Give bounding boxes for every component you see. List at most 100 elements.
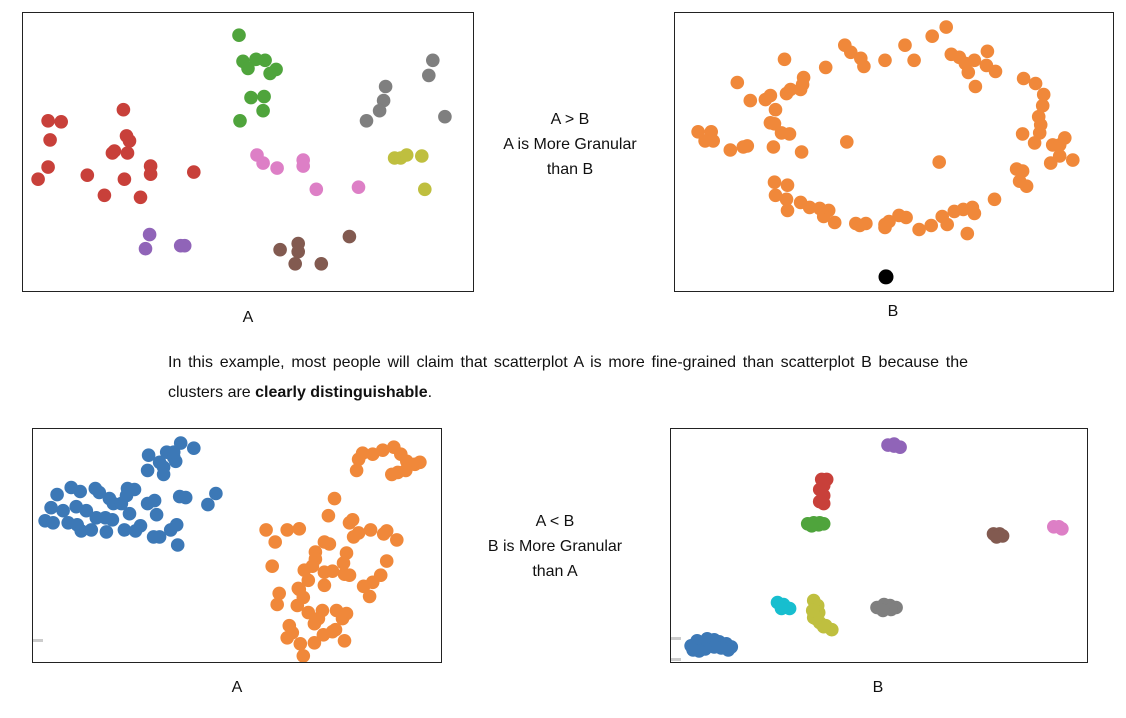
top-b-point-s0-13 (783, 82, 798, 97)
top-b-point-s0-86 (779, 192, 794, 207)
bottom-a-point-s1-68 (307, 636, 322, 650)
top-a-point-s1-5 (263, 66, 277, 81)
top-a-point-s3-1 (256, 156, 270, 170)
top-a-point-s0-1 (54, 115, 68, 129)
bottom-a-point-s0-2 (73, 484, 87, 499)
explanation-after: . (427, 384, 433, 401)
bottom-a-point-s1-53 (301, 605, 316, 620)
scatterplot-bottom-b (670, 428, 1088, 663)
top-a-point-s6-2 (291, 244, 306, 259)
bottom-a-point-s0-47 (156, 467, 171, 482)
bottom-a-point-s1-16 (342, 516, 357, 530)
top-a-point-s0-7 (122, 134, 137, 148)
top-b-point-s0-50 (1032, 126, 1047, 140)
top-b-point-s0-62 (987, 192, 1002, 207)
bottom-a-point-s1-41 (342, 568, 357, 582)
bottom-a-point-s1-45 (362, 589, 377, 604)
top-a-point-s0-15 (187, 165, 201, 179)
scatterplot-top-a (22, 12, 474, 292)
explanation-text: In this example, most people will claim … (168, 348, 968, 408)
bottom-a-point-s0-21 (147, 493, 162, 508)
top-a-point-s0-12 (117, 172, 132, 186)
bottom-a-point-s1-28 (268, 535, 282, 549)
top-b-point-s0-92 (932, 155, 946, 169)
edge-tick (671, 637, 681, 640)
top-b-point-s0-40 (980, 44, 995, 59)
scatter-svg-bottom-a (38, 436, 427, 662)
scatter-svg-bottom-b (684, 437, 1069, 658)
bottom-a-point-s1-37 (317, 578, 332, 593)
top-a-point-s2-6 (438, 109, 452, 124)
top-b-point-s0-79 (878, 220, 892, 235)
bottom-a-point-s1-34 (301, 573, 316, 588)
top-b-point-s0-8 (730, 75, 745, 90)
bottom-a-point-s0-37 (141, 448, 156, 462)
bottom-a-point-s0-11 (44, 500, 58, 515)
bottom-a-point-s0-0 (50, 487, 64, 502)
bottom-a-point-s1-49 (270, 597, 284, 612)
top-b-point-s0-3 (706, 134, 720, 148)
bottom-a-point-s1-19 (390, 533, 404, 547)
bottom-a-point-s0-9 (102, 491, 117, 506)
bottom-a-point-s1-59 (335, 611, 350, 626)
top-b-point-s0-51 (1027, 136, 1042, 150)
top-a-point-s2-2 (378, 79, 393, 94)
bottom-a-point-s0-31 (46, 516, 60, 530)
top-b-point-s0-83 (812, 201, 827, 216)
bottom-b-point-s3-3 (887, 437, 901, 451)
bottom-a-point-s1-13 (327, 491, 342, 506)
bottom-a-point-s1-69 (325, 624, 340, 639)
comparison-top-line-3: than B (546, 161, 594, 178)
top-b-point-s0-49 (1015, 127, 1030, 141)
scatterplot-top-b (674, 12, 1114, 292)
top-b-point-s1-0 (878, 269, 894, 285)
bottom-a-point-s1-22 (346, 530, 361, 544)
top-b-point-s0-28 (857, 59, 871, 74)
top-b-point-s0-41 (968, 79, 983, 94)
top-b-point-s0-71 (912, 222, 926, 237)
top-b-point-s0-32 (925, 29, 939, 43)
top-b-point-s0-20 (777, 52, 792, 67)
bottom-a-point-s0-24 (163, 523, 178, 537)
bottom-a-point-s0-17 (105, 513, 120, 527)
bottom-a-point-s1-27 (259, 523, 273, 537)
bottom-b-point-s8-5 (876, 603, 890, 618)
label-bottom-a: A (231, 679, 243, 696)
bottom-a-point-s1-44 (356, 579, 371, 594)
top-a-point-s4-3 (415, 149, 429, 163)
bottom-a-point-s0-50 (201, 497, 215, 512)
bottom-a-point-s1-24 (317, 535, 332, 549)
bottom-a-point-s0-29 (152, 530, 167, 544)
top-b-point-s0-56 (1066, 153, 1080, 167)
top-a-point-s0-4 (31, 172, 45, 186)
top-b-point-s0-26 (844, 45, 858, 60)
label-bottom-b: B (872, 679, 884, 696)
top-b-point-s0-70 (924, 218, 938, 233)
bottom-a-point-s1-48 (272, 586, 286, 601)
comparison-bottom-line-1: A < B (535, 513, 575, 530)
top-b-point-s0-57 (1043, 156, 1058, 170)
top-b-point-s0-89 (768, 188, 783, 203)
edge-tick (671, 658, 681, 661)
bottom-a-point-s1-65 (293, 637, 308, 651)
bottom-b-point-s2-5 (804, 519, 819, 533)
comparison-bottom: A < B B is More Granular than A (455, 509, 655, 584)
bottom-a-point-s0-43 (187, 441, 201, 455)
label-top-b: B (887, 303, 899, 320)
bottom-a-point-s0-35 (84, 523, 99, 537)
label-top-a: A (242, 309, 254, 326)
top-b-point-s0-61 (1019, 179, 1034, 193)
top-a-point-s6-4 (314, 257, 329, 271)
bottom-a-point-s0-44 (166, 445, 181, 459)
bottom-a-point-s1-61 (337, 634, 352, 648)
top-a-point-s0-14 (143, 167, 158, 181)
top-a-point-s5-0 (142, 227, 157, 242)
explanation-before: In this example, most people will claim … (168, 354, 968, 401)
top-b-point-s0-7 (766, 140, 781, 154)
top-b-point-s0-64 (967, 206, 982, 221)
bottom-b-point-s5-2 (1055, 522, 1069, 536)
top-a-point-s6-5 (342, 229, 357, 244)
comparison-top-line-1: A > B (550, 111, 590, 128)
bottom-a-point-s1-64 (280, 631, 294, 645)
comparison-bottom-line-3: than A (532, 563, 578, 580)
